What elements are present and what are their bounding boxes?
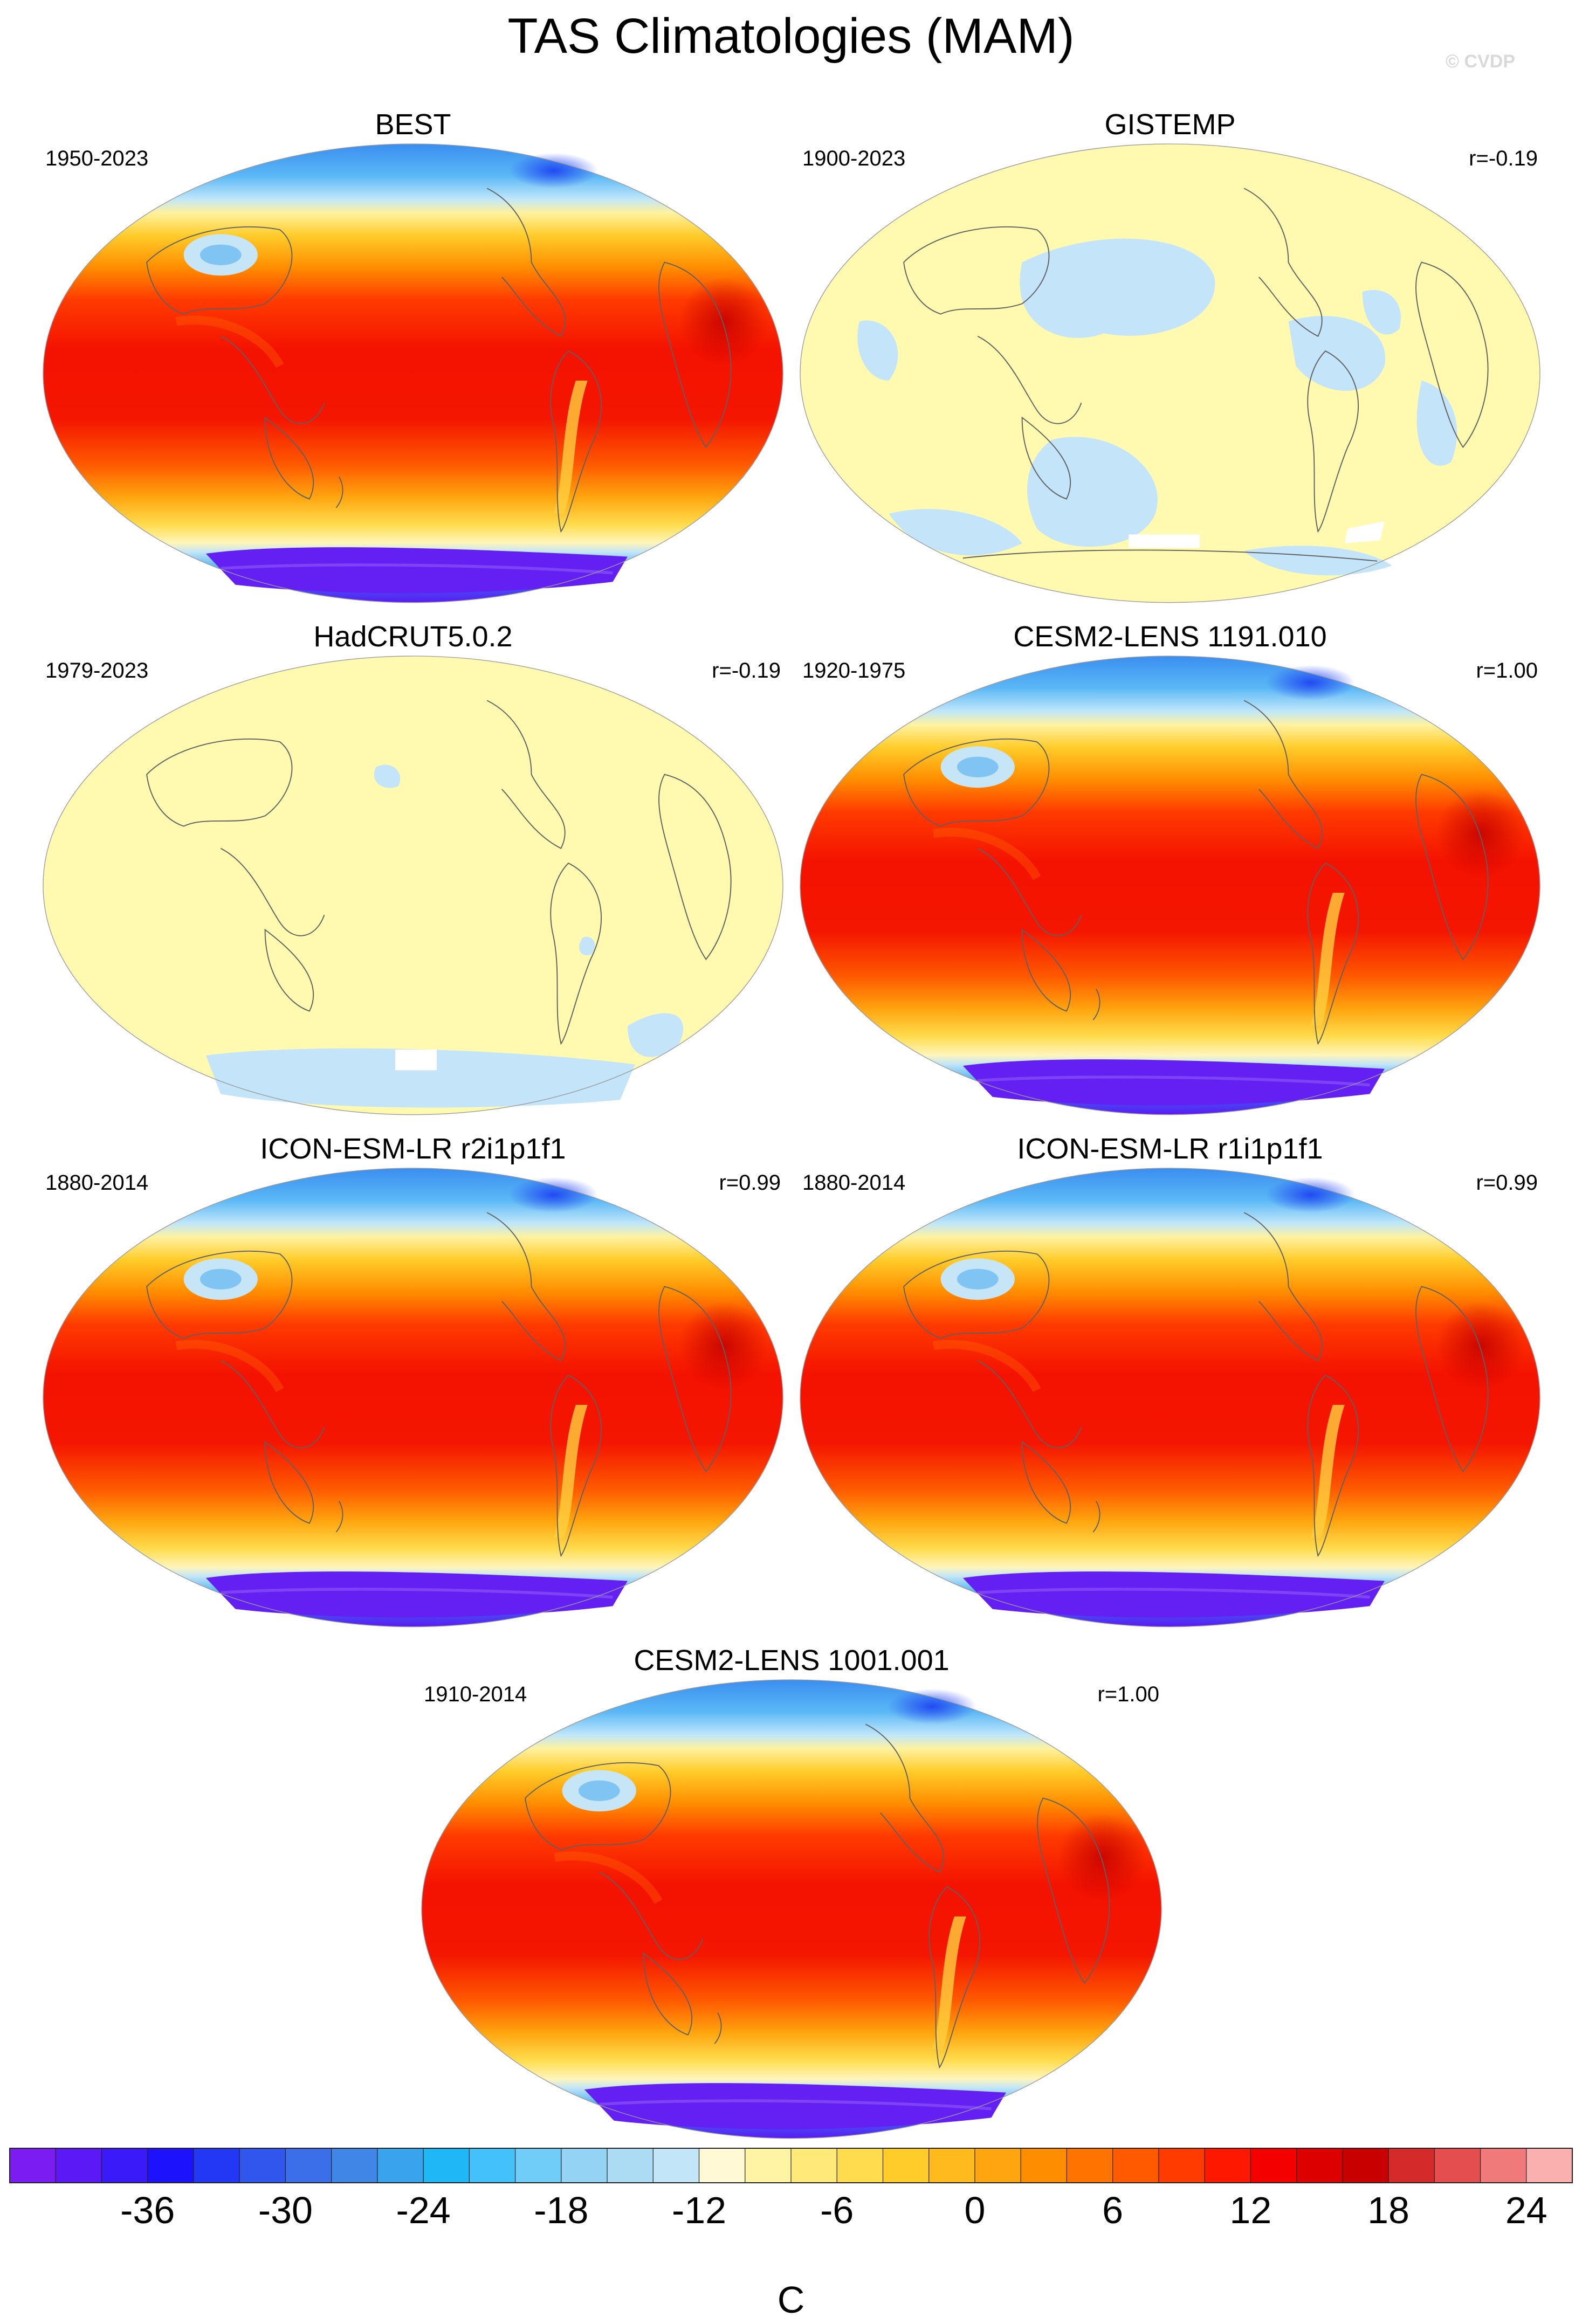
panel-title: CESM2-LENS 1191.010 <box>1013 620 1326 653</box>
panel-pattern-correlation: r=-0.19 <box>712 659 781 682</box>
colorbar-bin <box>1388 2148 1435 2183</box>
panel-period: 1979-2023 <box>45 659 148 682</box>
map-panel: CESM2-LENS 1191.010 1920-1975 r=1.00 <box>800 620 1540 1115</box>
panel-pattern-correlation: r=0.99 <box>719 1171 781 1195</box>
colorbar-bin <box>239 2148 286 2183</box>
colorbar-tick-label: -24 <box>396 2189 451 2231</box>
map-panel: ICON-ESM-LR r2i1p1f1 1880-2014 r=0.99 <box>43 1133 783 1627</box>
panel-title: ICON-ESM-LR r2i1p1f1 <box>260 1133 566 1165</box>
panel-pattern-correlation: r=0.99 <box>1476 1171 1538 1195</box>
colorbar-tick-label: 0 <box>964 2189 985 2231</box>
colorbar-bin <box>974 2148 1021 2183</box>
panel-title: GISTEMP <box>1104 108 1235 141</box>
colorbar-bin <box>837 2148 883 2183</box>
panel-pattern-correlation: r=1.00 <box>1097 1682 1159 1706</box>
map-field <box>43 1168 783 1627</box>
colorbar-tick-label: -6 <box>820 2189 854 2231</box>
colorbar-bin <box>331 2148 378 2183</box>
colorbar-bin <box>1250 2148 1297 2183</box>
panel-period: 1880-2014 <box>45 1171 148 1195</box>
colorbar-tick-label: 12 <box>1229 2189 1271 2231</box>
colorbar-tick-label: 24 <box>1505 2189 1547 2231</box>
colorbar-tick-label: -18 <box>534 2189 588 2231</box>
cvdp-watermark: © CVDP <box>1446 51 1515 72</box>
colorbar-bin <box>1296 2148 1343 2183</box>
colorbar-bin <box>745 2148 792 2183</box>
panel-period: 1880-2014 <box>802 1171 905 1195</box>
map-panel: HadCRUT5.0.2 1979-2023 r=-0.19 <box>43 620 783 1115</box>
colorbar-bin <box>1205 2148 1251 2183</box>
map-field <box>43 656 783 1115</box>
panel-title: ICON-ESM-LR r1i1p1f1 <box>1017 1133 1323 1165</box>
colorbar-bin <box>377 2148 424 2183</box>
colorbar-bin <box>1480 2148 1527 2183</box>
panel-period: 1920-1975 <box>802 659 905 682</box>
colorbar-bin <box>101 2148 148 2183</box>
colorbar-bin <box>561 2148 608 2183</box>
colorbar-bin <box>10 2148 56 2183</box>
colorbar-bin <box>928 2148 975 2183</box>
colorbar-tick-label: -12 <box>672 2189 726 2231</box>
figure-title: TAS Climatologies (MAM) <box>507 9 1074 64</box>
map-field <box>800 656 1540 1115</box>
colorbar-bin <box>1158 2148 1205 2183</box>
colorbar-bin <box>1021 2148 1067 2183</box>
panel-pattern-correlation: r=-0.19 <box>1469 147 1538 170</box>
panel-title: BEST <box>375 108 451 141</box>
panel-period: 1950-2023 <box>45 147 148 170</box>
colorbar-bin <box>653 2148 700 2183</box>
colorbar-bin <box>607 2148 654 2183</box>
panel-pattern-correlation: r=1.00 <box>1476 659 1538 682</box>
colorbar-tick-label: 6 <box>1102 2189 1123 2231</box>
colorbar-bin <box>56 2148 102 2183</box>
colorbar-bin <box>193 2148 240 2183</box>
colorbar-bin <box>1342 2148 1389 2183</box>
colorbar-bin <box>1112 2148 1159 2183</box>
colorbar-tick-label: 18 <box>1367 2189 1409 2231</box>
colorbar-bin <box>883 2148 930 2183</box>
colorbar-bin <box>1067 2148 1113 2183</box>
panel-period: 1910-2014 <box>424 1682 527 1706</box>
colorbar-bin <box>1526 2148 1573 2183</box>
map-field <box>800 143 1540 603</box>
colorbar-bin <box>515 2148 562 2183</box>
map-panel: ICON-ESM-LR r1i1p1f1 1880-2014 r=0.99 <box>800 1133 1540 1627</box>
colorbar-bin <box>791 2148 837 2183</box>
colorbar-bin <box>423 2148 470 2183</box>
panel-title: CESM2-LENS 1001.001 <box>634 1644 949 1677</box>
colorbar-tick-label: -36 <box>120 2189 175 2231</box>
map-panel: BEST 1950-2023 <box>43 108 783 603</box>
colorbar-tick-label: -30 <box>258 2189 313 2231</box>
colorbar-bin <box>285 2148 332 2183</box>
colorbar: -36-30-24-18-12-6061218243036 <box>9 2148 1573 2231</box>
panel-title: HadCRUT5.0.2 <box>313 620 512 653</box>
map-field <box>43 144 783 603</box>
colorbar-bin <box>469 2148 516 2183</box>
panel-period: 1900-2023 <box>802 147 905 170</box>
map-field <box>422 1680 1161 2139</box>
colorbar-bin <box>147 2148 194 2183</box>
map-panel: GISTEMP 1900-2023 r=-0.19 <box>800 108 1540 603</box>
colorbar-bin <box>1434 2148 1481 2183</box>
colorbar-unit-label: C <box>778 2279 805 2321</box>
map-panel: CESM2-LENS 1001.001 1910-2014 r=1.00 <box>422 1644 1161 2139</box>
colorbar-bin <box>699 2148 746 2183</box>
map-field <box>800 1168 1540 1627</box>
